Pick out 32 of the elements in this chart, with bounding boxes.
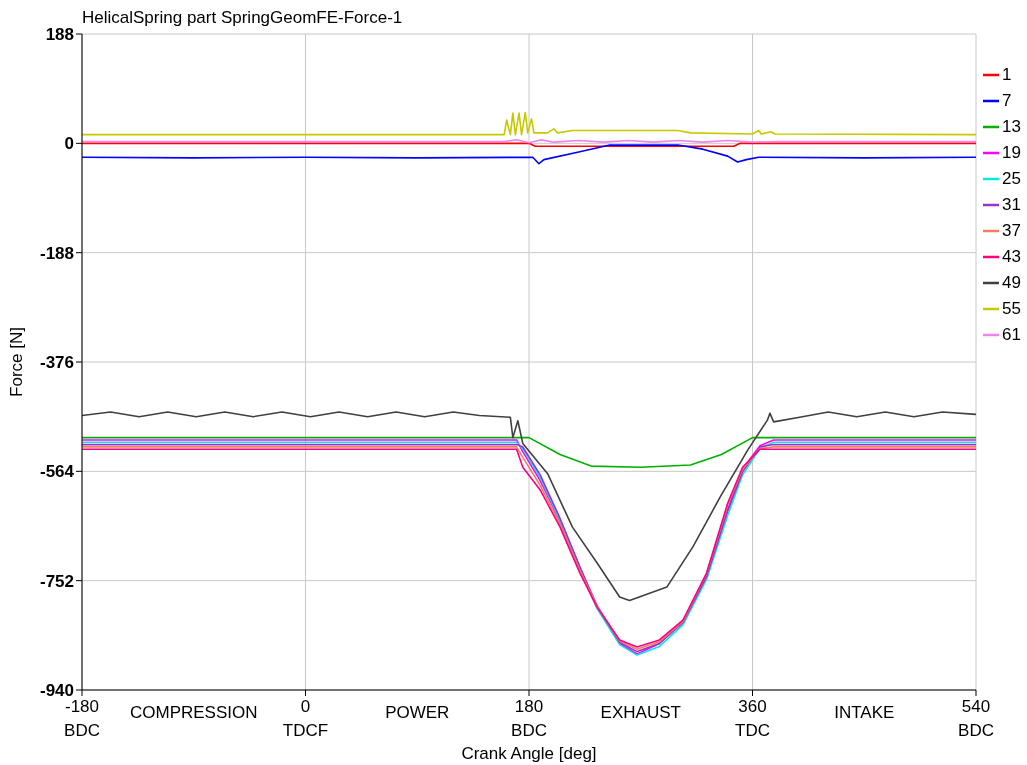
y-axis-title: Force [N] — [7, 327, 26, 397]
x-tick-label: 0 TDCF — [282, 697, 329, 740]
line-series — [82, 111, 976, 136]
text: POWER — [385, 703, 450, 722]
text: COMPRESSION — [129, 703, 258, 722]
legend-label: 13 — [1002, 117, 1021, 137]
y-tick-label: -188 — [39, 243, 74, 263]
text: EXHAUST — [600, 703, 681, 722]
legend-label: 7 — [1002, 91, 1012, 111]
x-tick-label: 540 BDC — [958, 697, 994, 740]
x-axis-title: Crank Angle [deg] — [461, 744, 597, 763]
legend-label: 49 — [1002, 273, 1021, 293]
x-tick-label: 180 BDC — [511, 697, 547, 740]
line-series — [82, 436, 976, 469]
line-series — [82, 411, 976, 602]
legend-label: 19 — [1002, 143, 1021, 163]
y-tick-label: -376 — [39, 353, 74, 373]
legend-label: 1 — [1002, 65, 1012, 85]
legend-label: 55 — [1002, 299, 1021, 319]
legend-label: 31 — [1002, 195, 1021, 215]
legend-label: 25 — [1002, 169, 1021, 189]
y-tick-label: -752 — [39, 571, 74, 591]
line-series — [82, 144, 976, 165]
x-tick-label: 360 TDC — [735, 697, 770, 740]
y-tick-label: -564 — [39, 462, 75, 482]
y-tick-label: 188 — [45, 25, 74, 45]
y-tick-label: 0 — [64, 134, 74, 154]
legend-label: 43 — [1002, 247, 1021, 267]
legend-label: 37 — [1002, 221, 1021, 241]
legend-label: 61 — [1002, 325, 1021, 345]
text: INTAKE — [834, 703, 895, 722]
chart-title: HelicalSpring part SpringGeomFE-Force-1 — [82, 8, 403, 28]
